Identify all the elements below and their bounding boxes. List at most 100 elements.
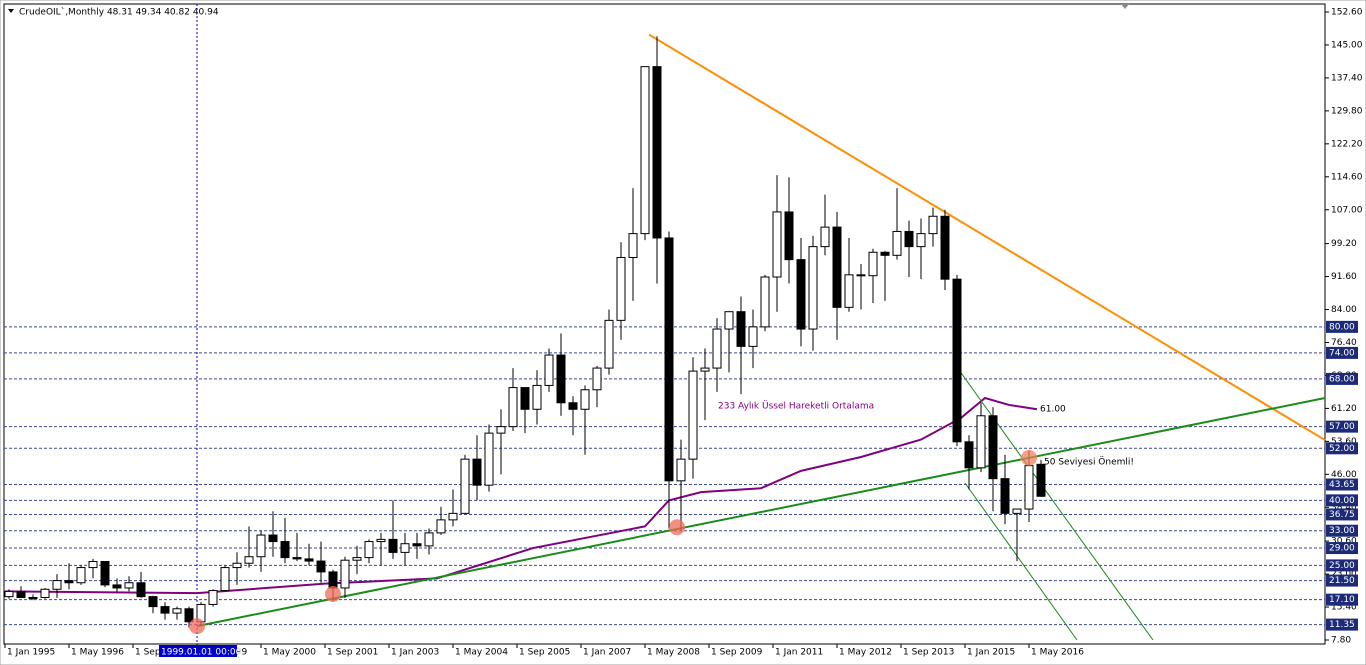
candle-body — [568, 402, 578, 410]
level-label: 21.50 — [1329, 576, 1355, 586]
x-tick-label: 1 May 2016 — [1031, 648, 1084, 658]
candle-body — [376, 538, 386, 543]
x-tick-label: 1 May 2000 — [263, 648, 316, 658]
menu-arrow[interactable] — [8, 9, 14, 13]
ema-end-label: 61.00 — [1040, 405, 1066, 415]
candle-body — [88, 561, 98, 569]
candle-body — [796, 259, 806, 330]
y-tick-label: 152.60 — [1331, 8, 1363, 18]
level-label-bg — [1326, 494, 1358, 507]
candle-body — [916, 233, 926, 248]
level-label-bg — [1326, 508, 1358, 521]
level-label: 74.00 — [1329, 348, 1355, 358]
level-label-bg — [1326, 346, 1358, 359]
shift-marker — [1121, 4, 1129, 9]
candle-body — [604, 319, 614, 369]
y-tick-label: 107.00 — [1331, 205, 1363, 215]
candle-body — [340, 559, 350, 589]
level-label: 43.65 — [1329, 480, 1355, 490]
candle-body — [880, 251, 890, 256]
level-label: 57.00 — [1329, 422, 1355, 432]
candle-body — [292, 557, 302, 560]
level-label-bg — [1326, 478, 1358, 491]
level-label: 25.00 — [1329, 561, 1355, 571]
level-label-bg — [1326, 524, 1358, 537]
y-tick-label: 61.20 — [1331, 404, 1357, 414]
candle-body — [640, 66, 650, 235]
candle-body — [412, 543, 422, 547]
candle-body — [100, 561, 110, 586]
candle-body — [256, 534, 266, 558]
x-tick-label: 1 Sep 2013 — [903, 648, 954, 658]
x-tick-label: 1 Jan 2007 — [583, 648, 631, 658]
level-label-bg — [1326, 372, 1358, 385]
level-label: 36.75 — [1329, 510, 1355, 520]
candle-body — [64, 580, 74, 584]
x-tick-label: 1 Sep 2005 — [519, 648, 570, 658]
candle-body — [16, 590, 26, 598]
candle-body — [1024, 465, 1034, 510]
candle-body — [820, 226, 830, 248]
candle-body — [352, 557, 362, 561]
candle-body — [940, 215, 950, 280]
crosshair-label-bg — [159, 645, 237, 657]
candle-body — [988, 415, 998, 480]
candle-body — [388, 538, 398, 553]
candle-body — [40, 588, 50, 598]
candle-body — [808, 246, 818, 330]
candle-body — [28, 596, 38, 599]
candle-body — [748, 326, 758, 347]
candle-body — [520, 387, 530, 410]
candle-body — [136, 582, 146, 598]
y-tick-label: 7.80 — [1331, 636, 1351, 646]
candle-body — [76, 567, 86, 584]
candle-body — [160, 606, 170, 614]
touch-marker — [1021, 449, 1037, 466]
y-tick-label: 23.00 — [1331, 570, 1357, 580]
candle-body — [328, 571, 338, 589]
candle-body — [616, 256, 626, 321]
candle-body — [184, 608, 194, 623]
crosshair-label: 1999.01.01 00:00 — [161, 648, 242, 658]
candle-body — [976, 415, 986, 469]
candle-body — [364, 541, 374, 559]
touch-marker — [325, 586, 341, 603]
candle-body — [928, 215, 938, 235]
y-tick-label: 99.20 — [1331, 239, 1357, 249]
y-tick-label: 38.40 — [1331, 503, 1357, 513]
candle-body — [712, 328, 722, 369]
trend-line — [964, 482, 1078, 641]
candle-body — [4, 590, 14, 598]
candle-body — [580, 389, 590, 410]
y-tick-label: 46.00 — [1331, 470, 1357, 480]
candle-body — [628, 233, 638, 258]
y-tick-label: 137.40 — [1331, 73, 1363, 83]
candle-body — [208, 590, 218, 605]
x-tick-label: 1 May 1996 — [71, 648, 124, 658]
candle-body — [52, 580, 62, 590]
candle-body — [784, 211, 794, 261]
x-tick-label: 1 Jan 2003 — [391, 648, 439, 658]
candle-body — [148, 596, 158, 608]
x-tick-label: 1 Jan 2011 — [775, 648, 823, 658]
candle-body — [316, 560, 326, 573]
candle-body — [1000, 478, 1010, 514]
annotation: 50 Seviyesi Önemli! — [1044, 457, 1134, 468]
candle-body — [436, 519, 446, 534]
x-tick-label: 1 May 2012 — [839, 648, 892, 658]
plot-frame — [3, 3, 1326, 645]
level-label: 11.35 — [1329, 620, 1355, 630]
candle-body — [484, 432, 494, 486]
candle-body — [472, 458, 482, 486]
candle-body — [544, 354, 554, 386]
candle-body — [244, 556, 254, 564]
level-label: 68.00 — [1329, 374, 1355, 384]
candle-body — [400, 543, 410, 553]
y-tick-label: 84.00 — [1331, 305, 1357, 315]
level-label-bg — [1326, 420, 1358, 433]
candle-body — [892, 230, 902, 256]
candle-body — [556, 354, 566, 404]
x-tick-label: 1 Jan 2015 — [967, 648, 1015, 658]
ema-name: 233 Aylık Üssel Hareketli Ortalama — [718, 401, 874, 412]
trend-line — [648, 33, 1326, 441]
